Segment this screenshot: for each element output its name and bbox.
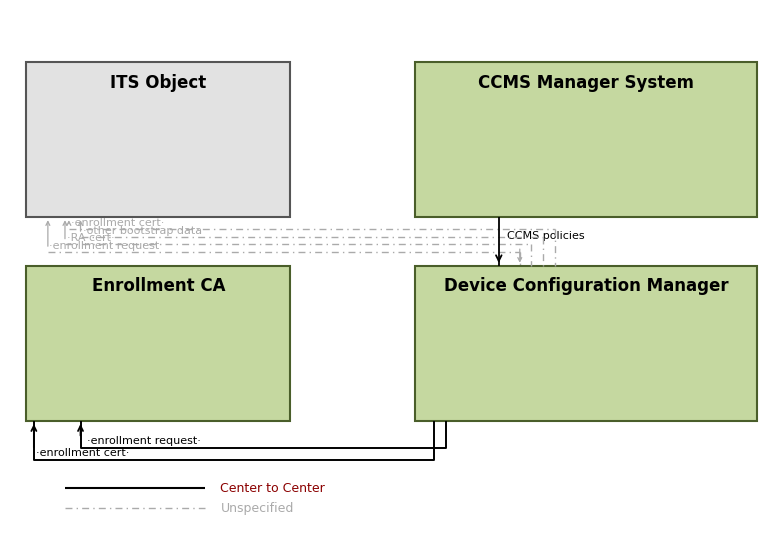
- Text: Device Configuration Manager: Device Configuration Manager: [443, 278, 728, 295]
- Text: Center to Center: Center to Center: [221, 482, 325, 495]
- Text: ITS Object: ITS Object: [110, 74, 207, 92]
- Text: CCMS Manager System: CCMS Manager System: [478, 74, 694, 92]
- Text: ·other bootstrap data: ·other bootstrap data: [83, 225, 202, 236]
- Bar: [26, 266, 290, 421]
- Text: Enrollment CA: Enrollment CA: [92, 278, 225, 295]
- Text: ·RA cert·: ·RA cert·: [67, 233, 114, 243]
- Text: Unspecified: Unspecified: [221, 501, 294, 514]
- Bar: [26, 62, 290, 217]
- Text: CCMS policies: CCMS policies: [507, 231, 584, 241]
- Bar: [415, 266, 757, 421]
- Text: ·enrollment request: ·enrollment request: [49, 241, 160, 250]
- Text: ·enrollment cert·: ·enrollment cert·: [36, 448, 129, 457]
- Text: ·enrollment request·: ·enrollment request·: [87, 436, 200, 446]
- Text: ·enrollment cert·: ·enrollment cert·: [71, 218, 164, 228]
- Bar: [415, 62, 757, 217]
